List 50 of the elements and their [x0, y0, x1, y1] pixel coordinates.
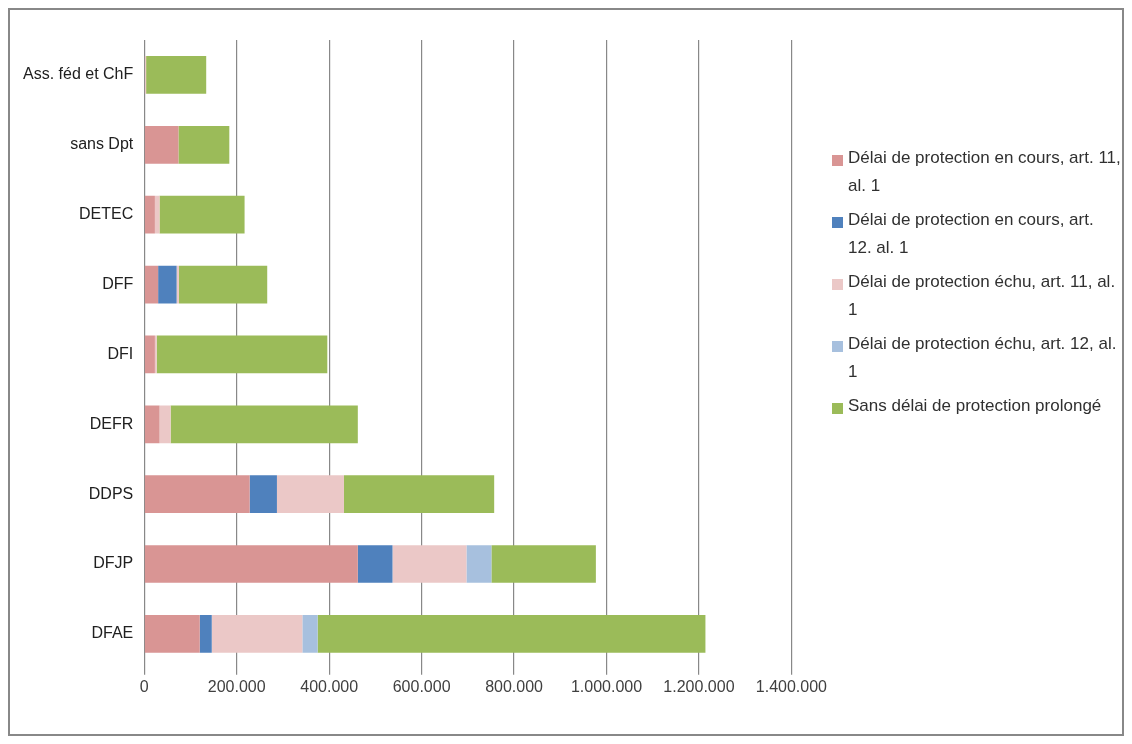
- legend-label: Délai de protection échu, art. 12, al. 1: [848, 333, 1118, 383]
- bar: [144, 475, 250, 513]
- bar: [146, 56, 207, 94]
- y-tick-label: DDPS: [88, 484, 134, 502]
- y-tick-label: DEFR: [89, 414, 134, 432]
- y-tick-label: DFAE: [91, 624, 134, 642]
- legend-label: Sans délai de protection prolongé: [848, 395, 1102, 417]
- legend-label: Délai de protection en cours, art. 12. al. 1: [848, 209, 1095, 259]
- x-tick-label: 800.000: [485, 677, 544, 695]
- x-tick-label: 400.000: [300, 677, 359, 695]
- bar: [392, 545, 467, 583]
- bar: [159, 195, 245, 234]
- y-tick-label: DETEC: [79, 205, 134, 223]
- bar: [343, 475, 495, 513]
- x-tick-label: 1.200.000: [663, 677, 735, 695]
- x-tick-label: 600.000: [392, 677, 451, 695]
- bar: [302, 615, 318, 653]
- y-tick-label: DFF: [102, 274, 134, 292]
- x-tick-label: 0: [139, 677, 149, 695]
- bar: [154, 195, 160, 234]
- x-tick-label: 200.000: [207, 677, 266, 695]
- bar: [170, 405, 358, 444]
- bar: [317, 615, 706, 653]
- legend-label: Délai de protection en cours, art. 11, al. 1: [848, 147, 1122, 197]
- bar: [211, 615, 303, 653]
- bar: [144, 545, 358, 583]
- bar: [491, 545, 596, 583]
- legend-label: Délai de protection échu, art. 11, al. 1: [848, 271, 1117, 321]
- bar: [249, 475, 277, 513]
- bar: [158, 265, 177, 304]
- bar: [178, 125, 230, 164]
- bar: [466, 545, 492, 583]
- bar: [144, 615, 200, 653]
- bar: [144, 125, 179, 164]
- bar: [144, 335, 155, 374]
- x-tick-label: 1.400.000: [755, 677, 828, 695]
- bar: [199, 615, 212, 653]
- bar: [178, 265, 268, 304]
- y-tick-label: sans Dpt: [70, 135, 134, 153]
- bar: [357, 545, 393, 583]
- y-tick-label: Ass. féd et ChF: [23, 65, 134, 83]
- bar: [144, 405, 160, 444]
- y-tick-label: DFI: [107, 344, 134, 362]
- bar: [144, 195, 155, 234]
- bar: [159, 405, 171, 444]
- bar: [156, 335, 328, 374]
- x-tick-label: 1.000.000: [570, 677, 643, 695]
- y-tick-label: DFJP: [93, 554, 134, 572]
- bar: [144, 265, 159, 304]
- bar: [276, 475, 344, 513]
